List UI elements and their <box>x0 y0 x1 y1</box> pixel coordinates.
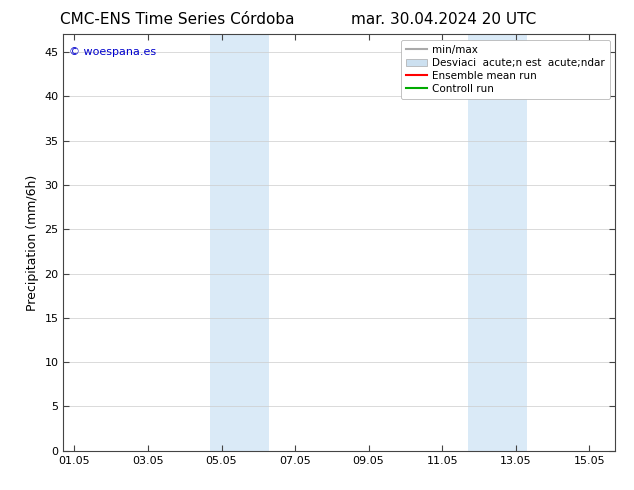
Y-axis label: Precipitation (mm/6h): Precipitation (mm/6h) <box>26 174 39 311</box>
Legend: min/max, Desviaci  acute;n est  acute;ndar, Ensemble mean run, Controll run: min/max, Desviaci acute;n est acute;ndar… <box>401 40 610 99</box>
Text: CMC-ENS Time Series Córdoba: CMC-ENS Time Series Córdoba <box>60 12 295 27</box>
Bar <box>468 34 527 451</box>
Bar <box>210 34 269 451</box>
Text: mar. 30.04.2024 20 UTC: mar. 30.04.2024 20 UTC <box>351 12 536 27</box>
Text: © woespana.es: © woespana.es <box>69 47 156 57</box>
